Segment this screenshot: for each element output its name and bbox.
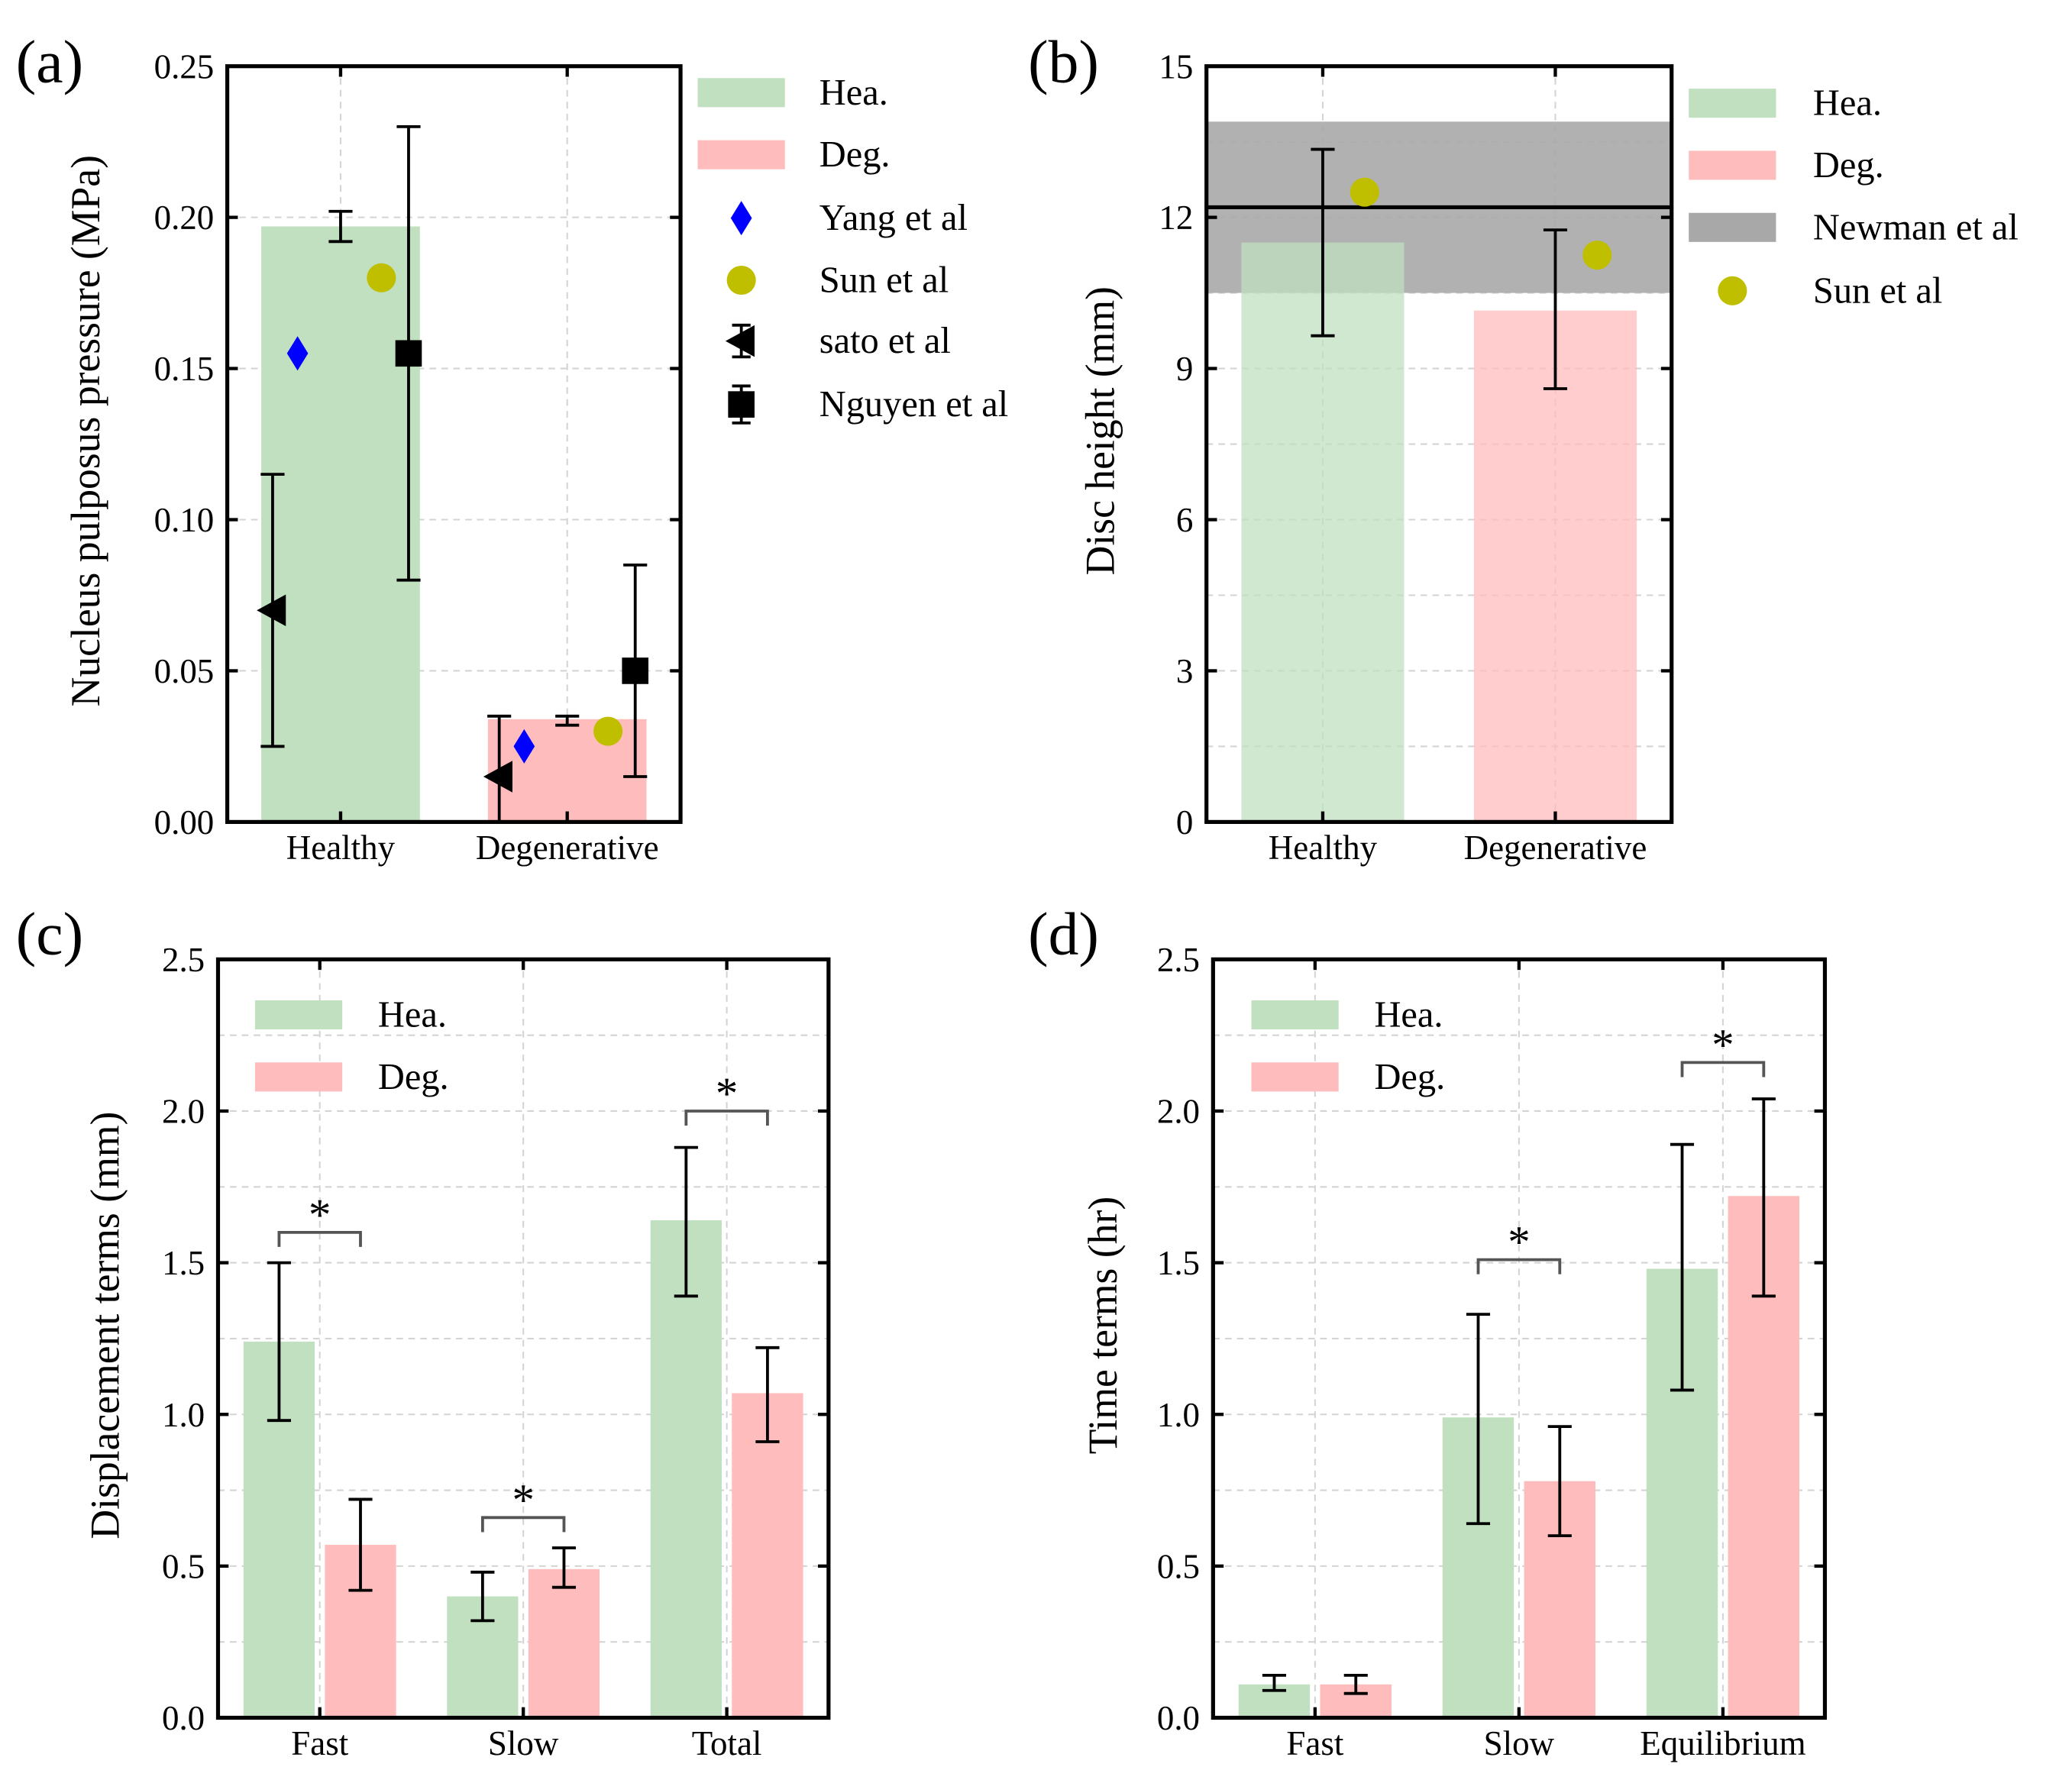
panel-d-significance-star: * — [1508, 1217, 1530, 1267]
panel-a-ylabel: Nucleus pulposus pressure (MPa) — [63, 155, 108, 706]
panel-a-ytick-label: 0.10 — [154, 501, 215, 539]
panel-c-ytick-label: 1.0 — [162, 1396, 205, 1434]
panel-a-xtick-label: Degenerative — [476, 829, 659, 867]
panel-d-ytick-label: 1.5 — [1157, 1244, 1200, 1282]
panel-a-label: (a) — [16, 28, 83, 95]
panel-c-ylabel: Displacement terms (mm) — [82, 1112, 128, 1539]
panel-a-legend-marker-yang — [730, 201, 752, 236]
panel-a-legend-label: Sun et al — [819, 260, 949, 301]
panel-a-legend-swatch-healthy — [697, 78, 785, 108]
panel-d-xtick-label: Slow — [1484, 1724, 1555, 1762]
panel-b-ylabel: Disc height (mm) — [1078, 286, 1123, 575]
panel-b-ytick-label: 0 — [1176, 803, 1193, 842]
panel-d-legend-swatch-healthy — [1251, 1000, 1339, 1030]
panel-b-ytick-label: 9 — [1176, 350, 1193, 388]
panel-a-point-sato — [483, 761, 512, 793]
panel-b-legend-swatch-degenerative — [1689, 150, 1776, 180]
panel-b-xtick-label: Healthy — [1269, 829, 1378, 867]
panel-a-ytick-label: 0.20 — [154, 199, 215, 237]
panel-b-ytick-label: 15 — [1159, 47, 1193, 86]
panel-a-legend-label: Deg. — [819, 134, 891, 175]
panel-a-point-sato — [257, 594, 286, 627]
panel-a-xtick-label: Healthy — [286, 829, 396, 867]
panel-d-xtick-label: Fast — [1286, 1724, 1343, 1762]
panel-c-legend-swatch-healthy — [254, 1000, 343, 1030]
panel-c-significance-bracket — [684, 1110, 769, 1126]
panel-c-legend-label: Deg. — [378, 1057, 449, 1097]
panel-c-legend-swatch-degenerative — [254, 1062, 343, 1092]
panel-b-label: (b) — [1028, 28, 1099, 95]
panel-b-point-sun — [1582, 241, 1612, 270]
panel-a-ytick-label: 0.00 — [154, 803, 215, 842]
panel-b-legend-marker-sun — [1718, 276, 1747, 305]
panel-c-ytick-label: 0.0 — [162, 1699, 205, 1737]
panel-d-xtick-label: Equilibrium — [1640, 1724, 1805, 1762]
panel-b-axes-frame — [1204, 64, 1674, 824]
panel-a-point-yang — [286, 336, 309, 371]
panel-a-point-nguyen — [622, 657, 649, 684]
panel-c-bar-deg — [732, 1393, 803, 1718]
panel-d-ytick-label: 0.5 — [1157, 1547, 1200, 1585]
panel-a-point-nguyen — [395, 340, 422, 367]
panel-b-bar-degenerative — [1473, 310, 1637, 822]
panel-c-ytick-label: 2.0 — [162, 1093, 205, 1131]
panel-d-legend-label: Deg. — [1374, 1057, 1445, 1097]
panel-b-bar-healthy — [1241, 242, 1404, 822]
panel-a-ytick-label: 0.05 — [154, 652, 215, 690]
panel-c-ytick-label: 0.5 — [162, 1547, 205, 1585]
panel-c-bar-deg — [528, 1568, 600, 1718]
panel-d-label: (d) — [1028, 900, 1099, 968]
panel-c-xtick-label: Total — [692, 1724, 762, 1762]
panel-a-legend-label: Nguyen et al — [819, 384, 1009, 425]
panel-b-ytick-label: 12 — [1159, 199, 1193, 237]
panel-d-ytick-label: 2.0 — [1157, 1093, 1200, 1131]
panel-a-legend-swatch-degenerative — [697, 140, 785, 170]
panel-b-legend-label: Sun et al — [1813, 270, 1943, 311]
panel-d-legend-swatch-degenerative — [1251, 1062, 1339, 1092]
panel-c-ytick-label: 2.5 — [162, 941, 205, 979]
panel-d-ylabel: Time terms (hr) — [1080, 1197, 1126, 1455]
panel-b-point-sun — [1350, 177, 1379, 207]
panel-c-significance-star: * — [512, 1475, 534, 1525]
panel-d-significance-bracket — [1476, 1258, 1562, 1274]
panel-a-point-sun — [593, 716, 623, 746]
panel-a-legend-label: Yang et al — [819, 198, 968, 238]
panel-a-legend-label: sato et al — [819, 321, 951, 361]
panel-d-legend-label: Hea. — [1374, 995, 1443, 1035]
panel-a-legend-marker-nguyen — [728, 391, 755, 418]
panel-b-legend-label: Newman et al — [1813, 207, 2019, 247]
panel-a-legend-label: Hea. — [819, 73, 888, 113]
panel-a-bar-healthy — [261, 226, 420, 822]
panel-d-significance-star: * — [1712, 1020, 1734, 1070]
panel-b-legend-swatch-newman — [1689, 212, 1776, 242]
panel-d-ytick-label: 2.5 — [1157, 941, 1200, 979]
panel-b-ytick-label: 6 — [1176, 501, 1193, 539]
panel-b-xtick-label: Degenerative — [1464, 829, 1647, 867]
panel-a-point-sun — [367, 263, 396, 292]
panel-c-legend-label: Hea. — [378, 995, 447, 1035]
panel-c-ytick-label: 1.5 — [162, 1244, 205, 1282]
panel-c-significance-bracket — [480, 1516, 566, 1533]
panel-a-ytick-label: 0.25 — [154, 47, 215, 86]
panel-c-xtick-label: Fast — [291, 1724, 348, 1762]
panel-b-legend-label: Deg. — [1813, 145, 1884, 186]
panel-c-significance-star: * — [309, 1190, 331, 1239]
panel-b-legend-label: Hea. — [1813, 83, 1882, 124]
panel-c-label: (c) — [16, 900, 83, 968]
panel-a-legend-marker-sun — [726, 265, 756, 296]
panel-b-legend-swatch-healthy — [1689, 89, 1776, 118]
panel-d-ytick-label: 0.0 — [1157, 1699, 1200, 1737]
panel-c-significance-bracket — [277, 1230, 362, 1247]
panel-a-legend-marker-sato — [725, 325, 755, 357]
panel-d-ytick-label: 1.0 — [1157, 1396, 1200, 1434]
panel-d-significance-bracket — [1680, 1061, 1766, 1077]
panel-c-bar-hea — [650, 1220, 722, 1718]
panel-c-xtick-label: Slow — [488, 1724, 559, 1762]
panel-b-ytick-label: 3 — [1176, 652, 1193, 690]
panel-a-ytick-label: 0.15 — [154, 350, 215, 388]
panel-a-axes-frame — [225, 64, 683, 824]
panel-a-point-yang — [513, 728, 535, 764]
panel-c-significance-star: * — [716, 1069, 738, 1119]
